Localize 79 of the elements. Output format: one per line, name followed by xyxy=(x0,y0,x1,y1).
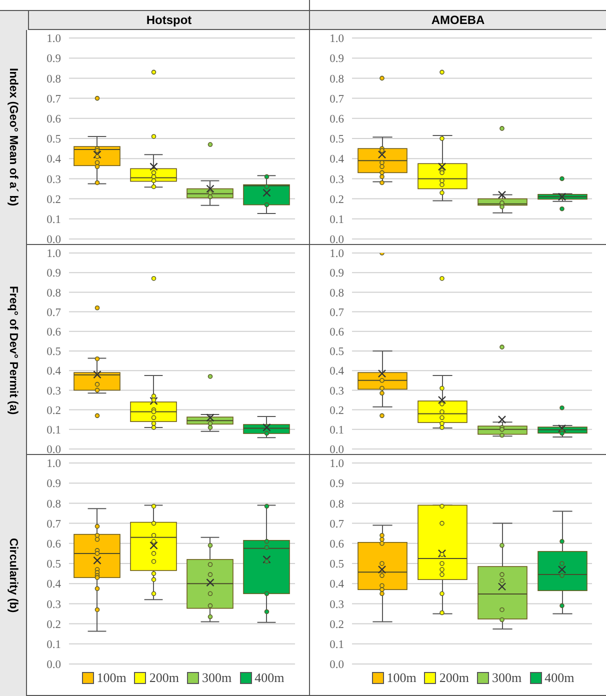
y-tick-label: 0.3 xyxy=(46,174,62,186)
y-tick-label: 0.1 xyxy=(330,424,344,436)
y-tick-label: 0.0 xyxy=(330,444,344,456)
y-tick-label: 0.1 xyxy=(330,638,344,651)
legend-label: 400m xyxy=(254,670,284,686)
y-tick-label: 0.5 xyxy=(330,134,344,146)
y-tick-label: 0.6 xyxy=(330,538,344,550)
y-tick-label: 0.6 xyxy=(330,326,344,338)
y-tick-label: 1.0 xyxy=(330,248,344,260)
y-tick-label: 0.8 xyxy=(330,73,344,86)
y-tick-label: 0.8 xyxy=(46,287,62,300)
legend-label: 300m xyxy=(492,670,522,686)
y-tick-label: 0.1 xyxy=(330,214,344,226)
y-tick-label: 0.3 xyxy=(46,598,62,611)
y-tick-label: 0.0 xyxy=(330,659,344,672)
y-tick-label: 0.4 xyxy=(46,578,62,591)
y-tick-label: 0.4 xyxy=(46,366,62,378)
legend-label: 200m xyxy=(439,670,469,686)
y-tick-label: 0.4 xyxy=(330,578,344,591)
y-tick-label: 0.7 xyxy=(330,93,344,106)
y-tick-label: 0.5 xyxy=(330,346,344,358)
y-tick-label: 0.9 xyxy=(330,268,344,280)
y-tick-label: 0.5 xyxy=(46,558,62,571)
y-axis-title: Circularity (b) xyxy=(7,538,19,613)
y-tick-label: 0.6 xyxy=(46,538,62,550)
y-tick-label: 0.4 xyxy=(46,154,62,166)
y-tick-label: 0.2 xyxy=(330,404,344,417)
y-tick-label: 0.2 xyxy=(330,194,344,206)
y-tick-label: 0.0 xyxy=(46,444,62,456)
y-tick-label: 0.2 xyxy=(46,194,62,206)
legend-label: 100m xyxy=(96,670,126,686)
y-tick-label: 0.4 xyxy=(330,154,344,166)
y-axis-title: Freq° of Dev° Permit (a) xyxy=(7,286,19,414)
y-tick-label: 0.8 xyxy=(46,498,62,510)
y-tick-label: 0.6 xyxy=(330,113,344,126)
y-tick-label: 0.0 xyxy=(46,659,62,672)
y-tick-label: 0.2 xyxy=(46,404,62,417)
y-tick-label: 0.9 xyxy=(46,478,62,490)
y-tick-label: 0.8 xyxy=(330,498,344,510)
y-tick-label: 0.1 xyxy=(46,214,62,226)
y-tick-label: 0.9 xyxy=(330,478,344,490)
legend-label: 400m xyxy=(544,670,574,686)
y-tick-label: 0.4 xyxy=(330,366,344,378)
chart-title: Hotspot xyxy=(146,13,192,27)
y-tick-label: 0.5 xyxy=(46,134,62,146)
y-tick-label: 0.2 xyxy=(330,618,344,631)
legend-label: 300m xyxy=(202,670,232,686)
y-tick-label: 0.2 xyxy=(46,618,62,631)
y-tick-label: 0.7 xyxy=(330,518,344,530)
y-tick-label: 1.0 xyxy=(46,458,62,470)
y-tick-label: 0.7 xyxy=(46,518,62,530)
y-tick-label: 0.7 xyxy=(330,306,344,319)
y-tick-label: 1.0 xyxy=(330,458,344,470)
y-tick-label: 0.9 xyxy=(330,53,344,66)
y-tick-label: 0.9 xyxy=(46,53,62,66)
y-axis-title: Index (Geo° Mean of a´ b) xyxy=(7,68,19,207)
y-tick-label: 0.8 xyxy=(46,73,62,86)
y-tick-label: 1.0 xyxy=(46,33,62,46)
y-tick-label: 0.7 xyxy=(46,93,62,106)
y-tick-label: 0.6 xyxy=(46,326,62,338)
y-tick-label: 1.0 xyxy=(46,248,62,260)
y-tick-label: 1.0 xyxy=(330,33,344,46)
y-tick-label: 0.3 xyxy=(330,385,344,398)
y-tick-label: 0.9 xyxy=(46,268,62,280)
y-tick-label: 0.5 xyxy=(330,558,344,571)
y-tick-label: 0.0 xyxy=(46,234,62,246)
y-tick-label: 0.8 xyxy=(330,287,344,300)
legend-label: 100m xyxy=(386,670,416,686)
y-tick-label: 0.1 xyxy=(46,424,62,436)
y-tick-label: 0.3 xyxy=(330,598,344,611)
y-tick-label: 0.6 xyxy=(46,113,62,126)
y-tick-label: 0.1 xyxy=(46,638,62,651)
y-tick-label: 0.5 xyxy=(46,346,62,358)
legend-label: 200m xyxy=(149,670,179,686)
chart-title: AMOEBA xyxy=(431,13,485,27)
y-tick-label: 0.3 xyxy=(330,174,344,186)
y-tick-label: 0.7 xyxy=(46,306,62,319)
y-tick-label: 0.3 xyxy=(46,385,62,398)
y-tick-label: 0.0 xyxy=(330,234,344,246)
